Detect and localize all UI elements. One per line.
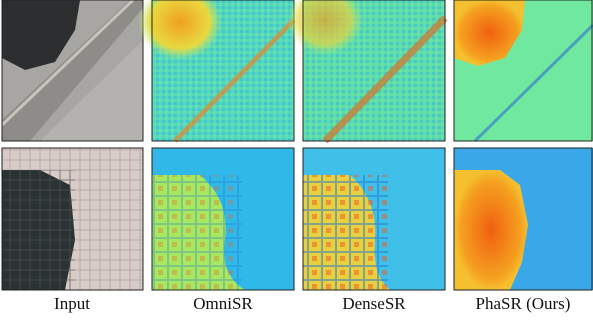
input-image	[0, 0, 144, 142]
phasr-map	[453, 147, 593, 291]
caption: OmniSR	[193, 294, 253, 313]
densesr-map	[302, 147, 446, 291]
phasr-map	[453, 0, 593, 143]
omnisr-map	[151, 147, 295, 291]
caption: Input	[54, 294, 90, 313]
densesr-map	[287, 0, 448, 144]
omnisr-map	[138, 0, 296, 143]
caption: PhaSR (Ours)	[476, 294, 571, 313]
caption: DenseSR	[342, 294, 406, 313]
input-image	[1, 147, 144, 291]
